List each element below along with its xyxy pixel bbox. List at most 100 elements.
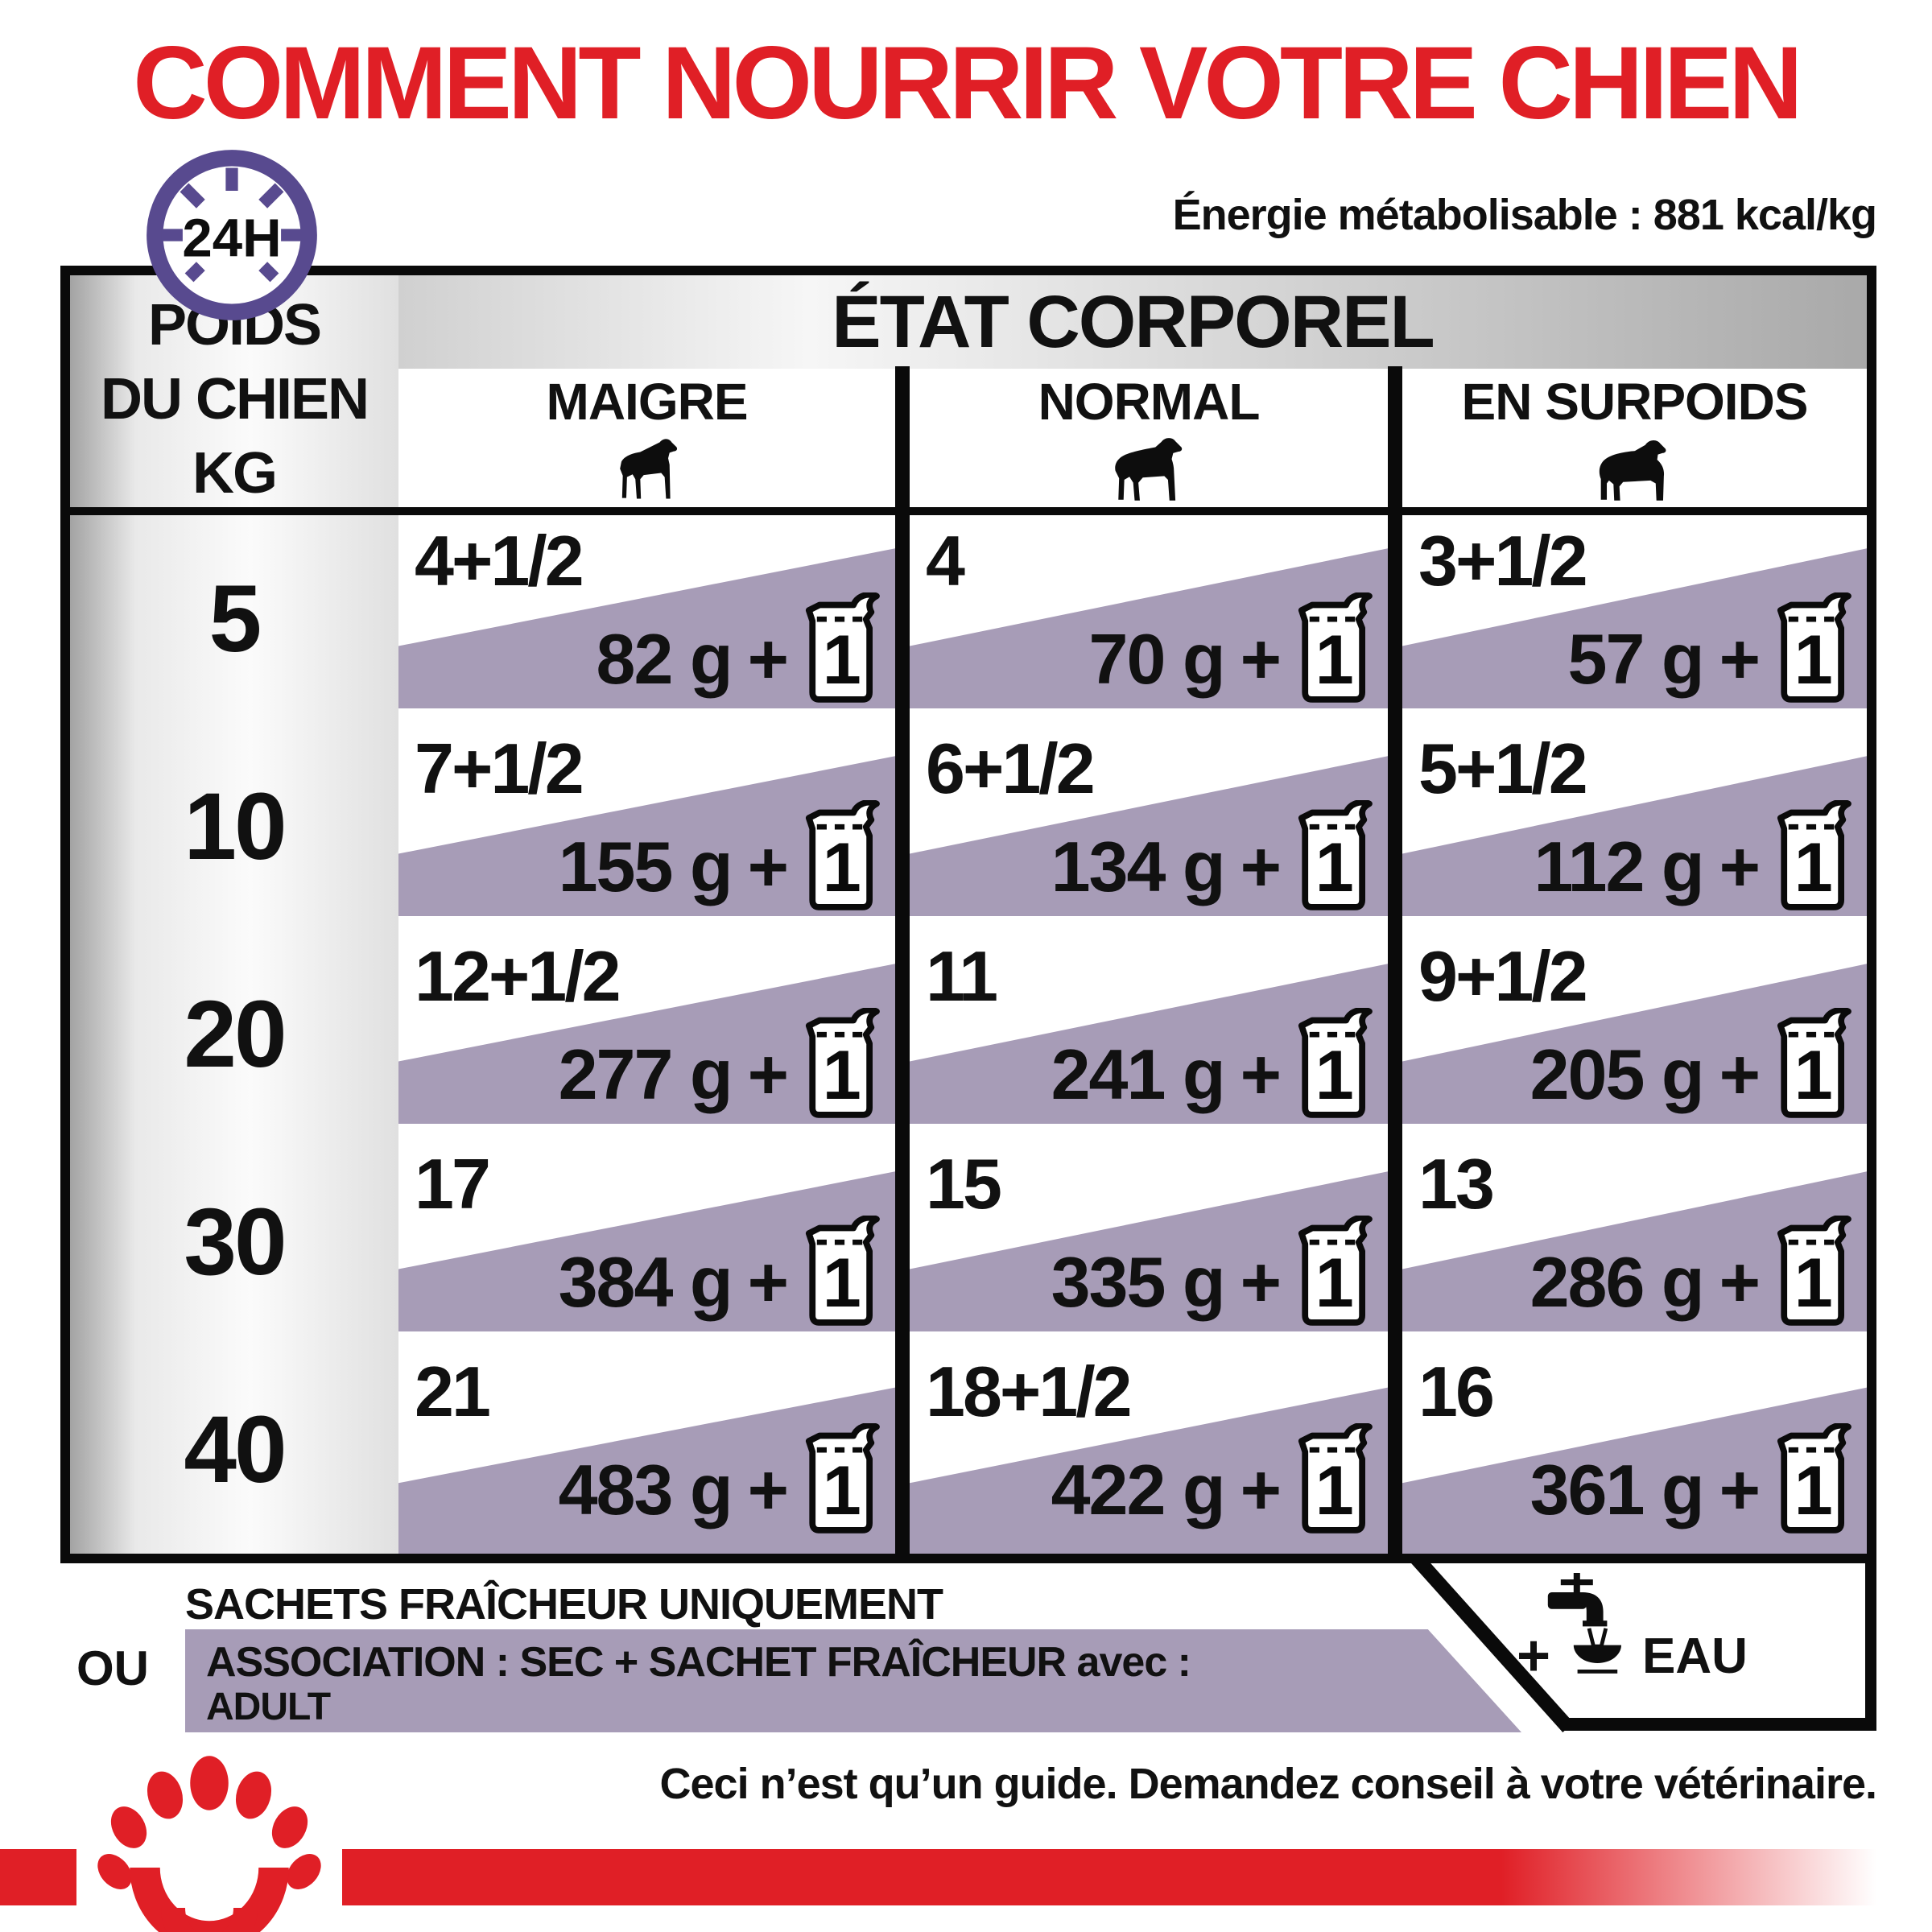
royal-canin-paw-logo (97, 1756, 321, 1932)
weight-column-background (70, 275, 398, 1554)
grams-plus-pouch: 335 g + 1 (1051, 1215, 1377, 1331)
svg-text:1: 1 (1794, 1037, 1831, 1114)
plus-sign: + (1240, 1449, 1282, 1530)
pouch-count: 11 (926, 936, 998, 1016)
plus-sign: + (747, 618, 789, 699)
grams-plus-pouch: 483 g + 1 (559, 1422, 884, 1539)
plus-sign: + (747, 1241, 789, 1322)
pouch-count: 3+1/2 (1418, 521, 1588, 601)
feeding-cell: 9+1/2 205 g + 1 (1402, 931, 1867, 1138)
water-corner-box (1411, 1563, 1876, 1734)
pouch-icon: 1 (805, 799, 880, 910)
pouch-count: 4+1/2 (415, 521, 584, 601)
weight-header-line: KG (192, 441, 278, 506)
svg-text:1: 1 (1794, 621, 1831, 699)
feeding-cell: 18+1/2 422 g + 1 (910, 1346, 1388, 1554)
grams-plus-pouch: 205 g + 1 (1530, 1007, 1856, 1124)
weight-header-line: DU CHIEN (100, 367, 369, 431)
plus-sign: + (1240, 826, 1282, 906)
grams-value: 70 g (1088, 618, 1226, 699)
pouch-icon: 1 (1777, 799, 1852, 910)
feeding-cell: 15 335 g + 1 (910, 1138, 1388, 1346)
column-header-overweight: EN SURPOIDS (1402, 369, 1867, 507)
plus-sign: + (1719, 1034, 1761, 1114)
grams-value: 155 g (558, 826, 733, 906)
feeding-cell: 4+1/2 82 g + 1 (398, 515, 895, 723)
vet-disclaimer: Ceci n’est qu’un guide. Demandez conseil… (659, 1760, 1877, 1808)
pouch-count: 4 (926, 521, 965, 601)
pouch-count: 6+1/2 (926, 729, 1096, 808)
plus-sign: + (1719, 618, 1761, 699)
pouch-count: 12+1/2 (415, 936, 621, 1016)
pouch-icon: 1 (805, 1215, 880, 1326)
grams-plus-pouch: 277 g + 1 (558, 1007, 884, 1124)
normal-dog-icon (1115, 438, 1183, 501)
page-title: COMMENT NOURRIR VOTRE CHIEN (133, 26, 1802, 141)
grams-value: 422 g (1051, 1449, 1226, 1530)
mixed-feeding-line1: ASSOCIATION : SEC + SACHET FRAÎCHEUR ave… (206, 1639, 1191, 1686)
feeding-cell: 6+1/2 134 g + 1 (910, 723, 1388, 931)
plus-sign: + (1719, 1241, 1761, 1322)
pouch-icon: 1 (805, 592, 880, 703)
grams-plus-pouch: 384 g + 1 (558, 1215, 884, 1331)
grams-value: 82 g (596, 618, 733, 699)
svg-text:1: 1 (1315, 1245, 1352, 1322)
pouches-only-option: SACHETS FRAÎCHEUR UNIQUEMENT (185, 1580, 943, 1629)
pouch-count: 5+1/2 (1418, 729, 1588, 808)
feeding-cell: 12+1/2 277 g + 1 (398, 931, 895, 1138)
weight-row-label: 30 (184, 1189, 287, 1295)
grams-value: 361 g (1530, 1449, 1705, 1530)
column-divider (1388, 366, 1402, 1554)
pouch-icon: 1 (805, 1422, 880, 1534)
pouch-icon: 1 (1298, 799, 1373, 910)
grams-value: 277 g (558, 1034, 733, 1114)
24h-clock-icon: 24H (147, 150, 317, 320)
plus-sign: + (1240, 1241, 1282, 1322)
plus-sign: + (747, 826, 789, 906)
grams-plus-pouch: 422 g + 1 (1051, 1422, 1377, 1539)
grams-value: 384 g (558, 1241, 733, 1322)
weight-row-label: 5 (208, 566, 262, 672)
feeding-table: ÉTAT CORPOREL POIDS DU CHIEN KG MAIGRE N… (60, 266, 1876, 1563)
thin-dog-icon (619, 439, 677, 499)
weight-row-label: 20 (184, 981, 287, 1088)
plus-sign: + (1240, 618, 1282, 699)
overweight-dog-icon (1599, 440, 1666, 501)
pouch-count: 9+1/2 (1418, 936, 1588, 1016)
plus-sign: + (747, 1034, 789, 1114)
pouch-count: 16 (1418, 1352, 1495, 1431)
svg-text:1: 1 (1315, 829, 1352, 906)
pouch-icon: 1 (1777, 592, 1852, 703)
faucet-icon (1547, 1573, 1621, 1674)
svg-text:1: 1 (1315, 621, 1352, 699)
weight-row-label: 10 (184, 774, 287, 880)
grams-plus-pouch: 286 g + 1 (1530, 1215, 1856, 1331)
grams-plus-pouch: 112 g + 1 (1534, 799, 1856, 916)
feeding-cell: 17 384 g + 1 (398, 1138, 895, 1346)
svg-text:1: 1 (1794, 1452, 1831, 1530)
grams-value: 134 g (1051, 826, 1226, 906)
column-divider (895, 366, 910, 1554)
grams-plus-pouch: 155 g + 1 (558, 799, 884, 916)
feeding-cell: 5+1/2 112 g + 1 (1402, 723, 1867, 931)
pouch-count: 13 (1418, 1144, 1495, 1224)
grams-value: 241 g (1051, 1034, 1226, 1114)
pouch-icon: 1 (1777, 1007, 1852, 1118)
pouch-count: 15 (926, 1144, 1002, 1224)
weight-row-label: 40 (184, 1397, 287, 1503)
grams-plus-pouch: 57 g + 1 (1568, 592, 1856, 708)
weight-column-header: POIDS DU CHIEN KG (70, 288, 398, 510)
feeding-cell: 11 241 g + 1 (910, 931, 1388, 1138)
grams-value: 205 g (1530, 1034, 1705, 1114)
svg-text:1: 1 (823, 1037, 860, 1114)
column-label: NORMAL (1038, 373, 1261, 431)
pouch-icon: 1 (1298, 1007, 1373, 1118)
pouch-count: 17 (415, 1144, 491, 1224)
feeding-cell: 7+1/2 155 g + 1 (398, 723, 895, 931)
plus-water-sign: + (1517, 1624, 1551, 1688)
pouch-count: 18+1/2 (926, 1352, 1133, 1431)
grams-value: 57 g (1567, 618, 1705, 699)
grams-value: 335 g (1051, 1241, 1226, 1322)
grams-plus-pouch: 361 g + 1 (1530, 1422, 1856, 1539)
